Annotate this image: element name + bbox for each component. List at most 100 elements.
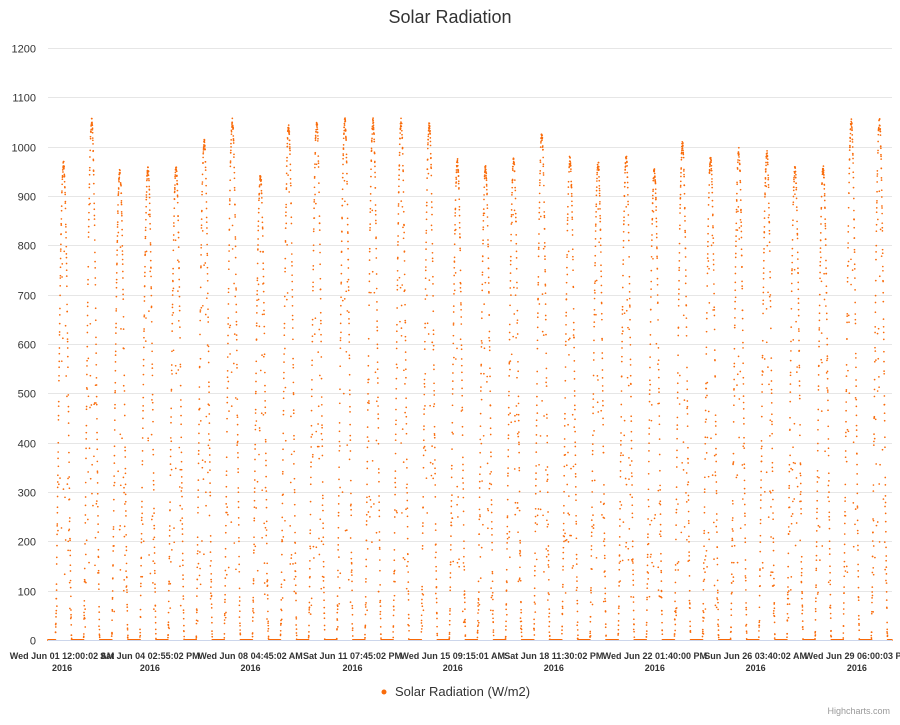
data-point bbox=[407, 538, 409, 540]
data-point bbox=[235, 238, 237, 240]
data-point bbox=[239, 588, 241, 590]
data-point bbox=[142, 427, 144, 429]
data-point bbox=[233, 283, 235, 285]
data-point bbox=[121, 220, 123, 222]
data-point bbox=[319, 222, 321, 224]
data-point bbox=[371, 137, 373, 139]
data-point bbox=[393, 559, 395, 561]
data-point bbox=[295, 593, 297, 595]
data-point bbox=[462, 477, 464, 479]
data-point bbox=[150, 276, 152, 278]
data-point bbox=[196, 637, 198, 639]
data-point bbox=[463, 524, 465, 526]
data-point bbox=[126, 604, 128, 606]
data-point bbox=[491, 534, 493, 536]
data-point bbox=[486, 204, 488, 206]
data-point bbox=[345, 351, 347, 353]
data-point bbox=[322, 527, 324, 529]
data-point bbox=[518, 396, 520, 398]
data-point bbox=[93, 208, 95, 210]
data-point bbox=[230, 146, 232, 148]
data-point bbox=[313, 546, 315, 548]
data-point bbox=[118, 177, 120, 179]
data-point bbox=[69, 582, 71, 584]
data-point bbox=[238, 556, 240, 558]
data-point bbox=[477, 630, 479, 632]
data-point bbox=[479, 452, 481, 454]
data-point bbox=[67, 338, 69, 340]
data-point bbox=[60, 250, 62, 252]
data-point bbox=[369, 259, 371, 261]
data-point bbox=[396, 512, 398, 514]
data-point bbox=[451, 477, 453, 479]
data-point bbox=[180, 406, 182, 408]
data-point bbox=[227, 356, 229, 358]
data-point bbox=[478, 609, 480, 611]
data-point bbox=[59, 295, 61, 297]
data-point bbox=[120, 183, 122, 185]
data-point bbox=[203, 478, 205, 480]
data-point bbox=[431, 225, 433, 227]
data-point bbox=[280, 630, 282, 632]
data-point bbox=[252, 617, 254, 619]
data-point bbox=[262, 221, 264, 223]
data-point bbox=[393, 606, 395, 608]
data-point bbox=[64, 175, 66, 177]
data-point bbox=[492, 621, 494, 623]
data-point bbox=[124, 456, 126, 458]
data-point bbox=[235, 273, 237, 275]
data-point bbox=[264, 333, 266, 335]
data-point bbox=[509, 531, 511, 533]
data-point bbox=[208, 404, 210, 406]
data-point bbox=[83, 633, 85, 635]
data-point bbox=[407, 561, 409, 563]
data-point bbox=[313, 250, 315, 252]
data-point bbox=[182, 564, 184, 566]
data-point bbox=[313, 199, 315, 201]
data-point bbox=[287, 138, 289, 140]
data-point bbox=[230, 162, 232, 164]
data-point bbox=[457, 158, 459, 160]
data-point bbox=[379, 515, 381, 517]
data-point bbox=[457, 162, 459, 164]
data-point bbox=[261, 489, 263, 491]
data-point bbox=[379, 600, 381, 602]
data-point bbox=[373, 503, 375, 505]
data-point bbox=[210, 598, 212, 600]
data-point bbox=[342, 177, 344, 179]
data-point bbox=[154, 587, 156, 589]
data-point bbox=[211, 636, 213, 638]
data-point bbox=[517, 319, 519, 321]
data-point bbox=[207, 293, 209, 295]
data-point bbox=[58, 415, 60, 417]
data-point bbox=[408, 625, 410, 627]
data-point bbox=[376, 288, 378, 290]
data-point bbox=[68, 406, 70, 408]
data-point bbox=[113, 462, 115, 464]
data-point bbox=[509, 304, 511, 306]
data-point bbox=[117, 470, 119, 472]
data-point bbox=[149, 228, 151, 230]
data-point bbox=[263, 313, 265, 315]
data-point bbox=[455, 208, 457, 210]
data-point bbox=[452, 404, 454, 406]
data-point bbox=[342, 153, 344, 155]
data-point bbox=[492, 613, 494, 615]
data-point bbox=[84, 626, 86, 628]
data-point bbox=[514, 468, 516, 470]
data-point bbox=[349, 424, 351, 426]
data-point bbox=[259, 326, 261, 328]
data-point bbox=[125, 468, 127, 470]
data-point bbox=[205, 491, 207, 493]
data-point bbox=[450, 564, 452, 566]
data-point bbox=[289, 144, 291, 146]
data-point bbox=[520, 580, 522, 582]
data-point bbox=[433, 345, 435, 347]
data-point bbox=[432, 243, 434, 245]
data-point bbox=[398, 185, 400, 187]
data-point bbox=[368, 355, 370, 357]
data-point bbox=[404, 304, 406, 306]
data-point bbox=[292, 315, 294, 317]
data-point bbox=[373, 122, 375, 124]
data-point bbox=[403, 225, 405, 227]
